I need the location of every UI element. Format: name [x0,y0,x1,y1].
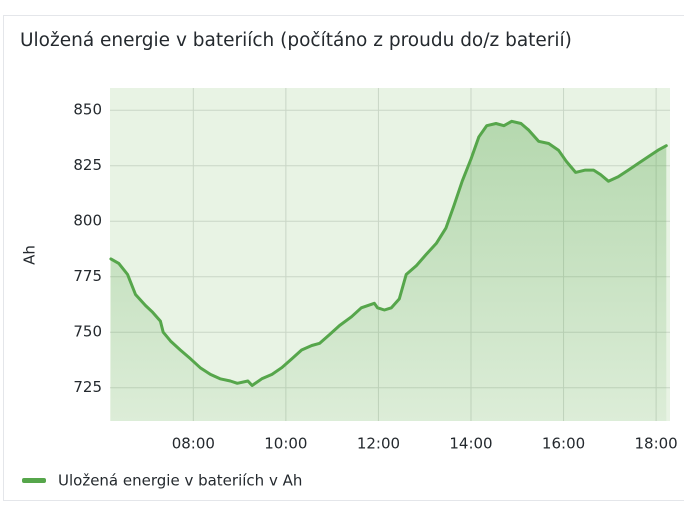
y-tick-label: 725 [73,378,102,396]
y-tick-label: 850 [73,101,102,119]
x-tick-label: 18:00 [634,435,677,453]
legend-label: Uložená energie v bateriích v Ah [58,472,302,490]
x-tick-label: 08:00 [172,435,215,453]
area [110,121,667,422]
legend-swatch [22,478,46,483]
x-tick-label: 16:00 [542,435,585,453]
x-tick-label: 10:00 [264,435,307,453]
y-tick-label: 800 [73,212,102,230]
y-tick-label: 750 [73,323,102,341]
y-tick-label: 825 [73,156,102,174]
x-tick-label: 14:00 [449,435,492,453]
y-axis-label: Ah [21,245,39,265]
line [109,119,668,387]
chart-title: Uložená energie v bateriích (počítáno z … [20,30,572,51]
legend: Uložená energie v bateriích v Ah [22,472,302,490]
x-tick-label: 12:00 [357,435,400,453]
y-tick-label: 775 [73,267,102,285]
